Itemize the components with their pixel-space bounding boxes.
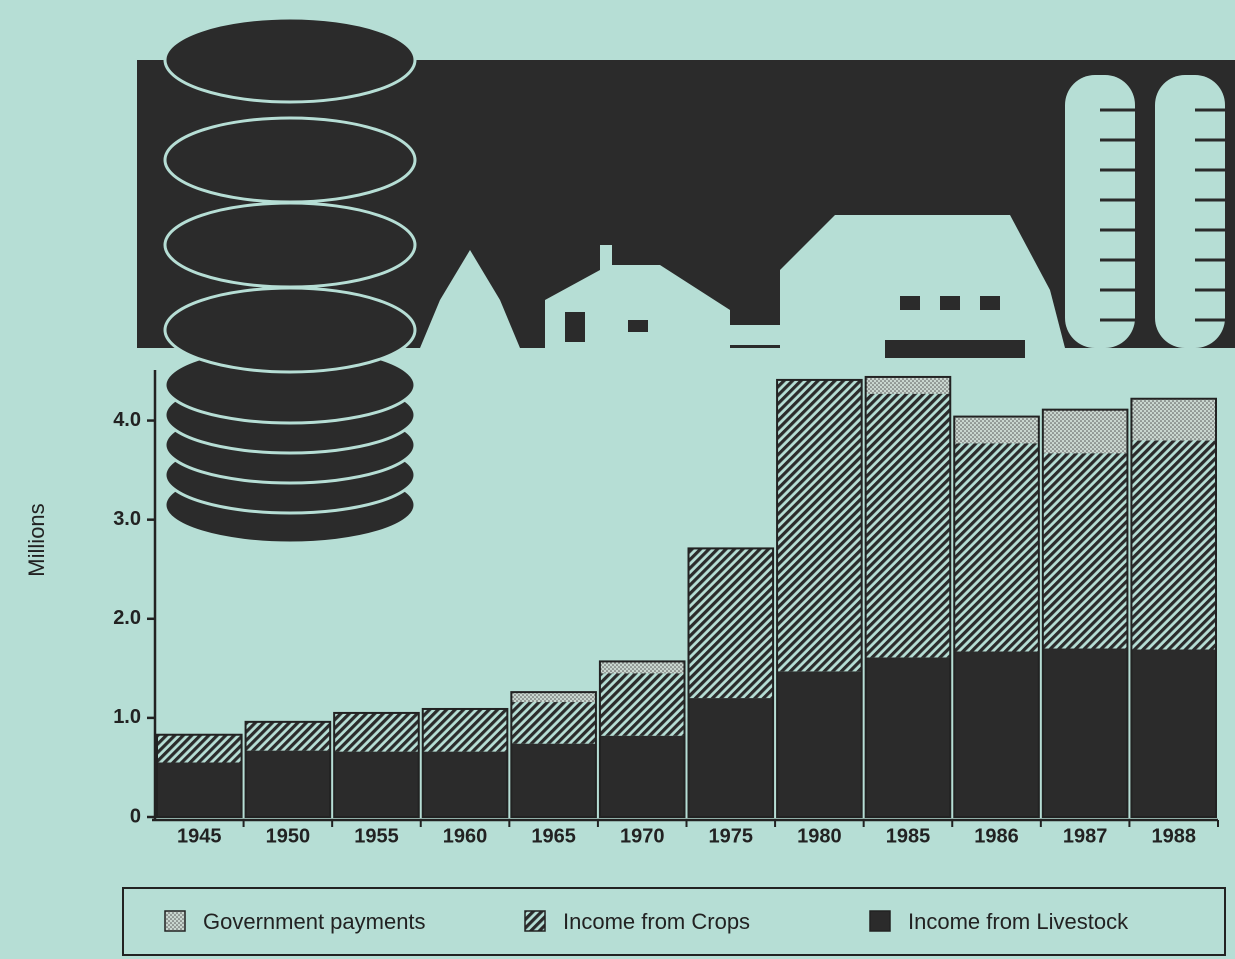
bar-outline — [244, 720, 332, 818]
bar-segment — [1042, 453, 1128, 649]
bar-outline — [1130, 397, 1217, 818]
bar-segment — [1131, 440, 1216, 650]
bar-outline — [421, 707, 509, 818]
bar-segment — [777, 379, 862, 672]
y-tick-label: 0 — [130, 805, 141, 827]
bar-segment — [688, 698, 774, 817]
bar-segment — [157, 734, 242, 763]
bar-segment — [1131, 649, 1216, 817]
legend-swatch — [524, 910, 546, 932]
bar-segment — [599, 735, 685, 817]
bar-outline — [953, 415, 1040, 818]
bar-segment — [422, 751, 508, 817]
legend-swatch — [164, 910, 186, 932]
bar-segment — [954, 651, 1039, 817]
bar-outline — [1041, 408, 1129, 818]
x-tick-label: 1965 — [531, 825, 576, 847]
bar-segment — [865, 393, 951, 658]
x-tick-label: 1950 — [266, 825, 311, 847]
bar-segment — [1042, 648, 1128, 817]
bar-segment — [334, 712, 419, 752]
bar-segment — [334, 751, 419, 817]
bar-outline — [510, 691, 597, 818]
bar-outline — [687, 547, 775, 818]
legend-box — [122, 887, 1226, 956]
x-tick-label: 1980 — [797, 825, 842, 847]
bar-segment — [777, 671, 862, 817]
bar-outline — [776, 378, 863, 818]
bar-segment — [245, 721, 331, 751]
y-tick-label: 2.0 — [113, 607, 141, 629]
bar-segment — [422, 708, 508, 752]
bar-segment — [1042, 409, 1128, 454]
bar-segment — [954, 443, 1039, 652]
x-tick-label: 1955 — [354, 825, 399, 847]
bar-segment — [511, 743, 596, 817]
bar-segment — [688, 548, 774, 699]
bar-outline — [598, 660, 686, 819]
bar-segment — [954, 416, 1039, 444]
y-tick-label: 1.0 — [113, 706, 141, 728]
x-tick-label: 1970 — [620, 825, 665, 847]
y-tick-label: 3.0 — [113, 508, 141, 530]
x-tick-label: 1987 — [1063, 825, 1108, 847]
x-tick-label: 1986 — [974, 825, 1019, 847]
x-tick-label: 1960 — [443, 825, 488, 847]
x-tick-label: 1945 — [177, 825, 222, 847]
legend-swatch — [869, 910, 891, 932]
bar-segment — [1131, 398, 1216, 441]
bar-outline — [156, 733, 243, 819]
y-axis-label: Millions — [24, 503, 49, 576]
bar-outline — [864, 375, 952, 818]
bar-segment — [599, 661, 685, 674]
bar-segment — [245, 750, 331, 817]
legend-label: Income from Crops — [563, 909, 750, 934]
bar-segment — [865, 657, 951, 817]
bar-segment — [511, 692, 596, 703]
bar-segment — [599, 673, 685, 736]
x-tick-label: 1975 — [709, 825, 754, 847]
y-tick-label: 4.0 — [113, 409, 141, 431]
bar-segment — [511, 702, 596, 744]
x-tick-label: 1988 — [1151, 825, 1196, 847]
bar-segment — [865, 376, 951, 394]
legend-label: Income from Livestock — [908, 909, 1129, 934]
legend-label: Government payments — [203, 909, 426, 934]
bar-outline — [333, 711, 420, 819]
bar-segment — [157, 762, 242, 817]
x-tick-label: 1985 — [886, 825, 931, 847]
farm-illustration — [137, 16, 1235, 545]
